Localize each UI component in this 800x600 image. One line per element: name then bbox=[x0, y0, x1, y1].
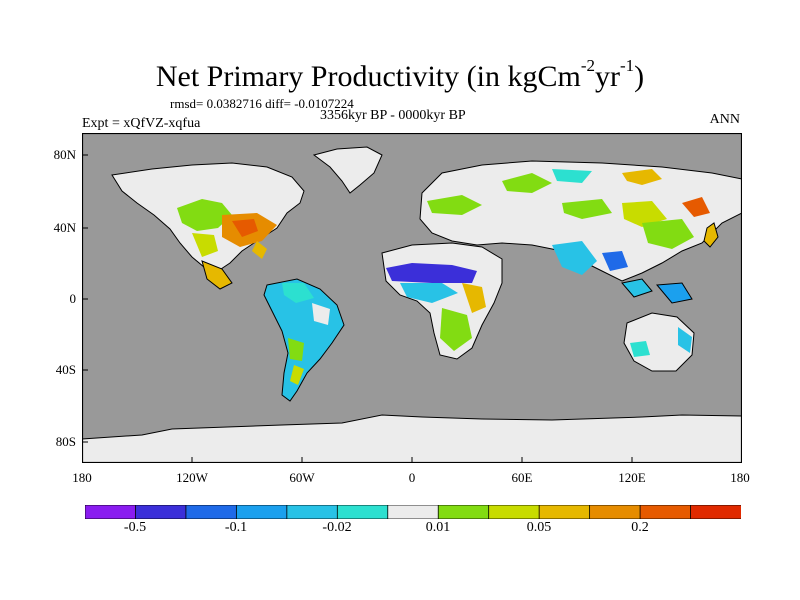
lon-tick-label: 60E bbox=[511, 470, 533, 485]
lon-tick-label: 60W bbox=[289, 470, 315, 485]
colorbar-swatch bbox=[336, 505, 389, 519]
colorbar-label: 0.05 bbox=[526, 520, 552, 535]
colorbar bbox=[85, 505, 741, 519]
africa-landmass bbox=[381, 242, 503, 360]
antarctica-landmass bbox=[82, 414, 742, 463]
colorbar-swatch bbox=[488, 505, 541, 519]
colorbar-swatch bbox=[85, 505, 137, 519]
stats-line: rmsd= 0.0382716 diff= -0.0107224 bbox=[170, 96, 354, 111]
world-map bbox=[82, 133, 742, 463]
experiment-label: Expt = xQfVZ-xqfua bbox=[82, 116, 201, 131]
colorbar-swatch bbox=[286, 505, 339, 519]
colorbar-swatch bbox=[690, 505, 741, 519]
colorbar-swatch bbox=[538, 505, 591, 519]
lat-tick-label: 40S bbox=[55, 362, 76, 377]
colorbar-swatch bbox=[235, 505, 288, 519]
colorbar-label: -0.1 bbox=[224, 520, 248, 535]
colorbar-swatch bbox=[639, 505, 692, 519]
colorbar-label: 0.2 bbox=[631, 520, 649, 535]
colorbar-label: 0.01 bbox=[425, 520, 451, 535]
eurasia-landmass bbox=[419, 160, 742, 282]
north-america-landmass bbox=[111, 162, 305, 290]
maritime-asia-landmass bbox=[621, 278, 693, 304]
colorbar-swatch bbox=[589, 505, 641, 519]
lat-tick-label: 0 bbox=[69, 291, 77, 306]
lon-tick-label: 180 bbox=[72, 470, 92, 485]
lon-tick-label: 120W bbox=[176, 470, 208, 485]
lat-tick-label: 80N bbox=[53, 147, 76, 162]
lat-tick-label: 40N bbox=[53, 220, 76, 235]
lon-tick-label: 0 bbox=[408, 470, 416, 485]
colorbar-swatch bbox=[387, 505, 440, 519]
axis-ticks bbox=[82, 154, 633, 463]
colorbar-swatch bbox=[185, 505, 238, 519]
colorbar-label: -0.5 bbox=[123, 520, 147, 535]
japan-landmass bbox=[703, 222, 719, 248]
season-label: ANN bbox=[709, 112, 740, 127]
lon-tick-label: 120E bbox=[618, 470, 646, 485]
lon-tick-label: 180 bbox=[730, 470, 750, 485]
lat-tick-label: 80S bbox=[55, 434, 76, 449]
plot-title: Net Primary Productivity (in kgCm-2yr-1) bbox=[155, 56, 645, 93]
south-america-landmass bbox=[263, 278, 345, 402]
time-period: 3356kyr BP - 0000kyr BP bbox=[320, 108, 466, 123]
australia-landmass bbox=[623, 312, 695, 372]
colorbar-swatch bbox=[437, 505, 490, 519]
colorbar-swatch bbox=[135, 505, 187, 519]
colorbar-label: -0.02 bbox=[322, 520, 352, 535]
greenland-landmass bbox=[312, 146, 383, 194]
